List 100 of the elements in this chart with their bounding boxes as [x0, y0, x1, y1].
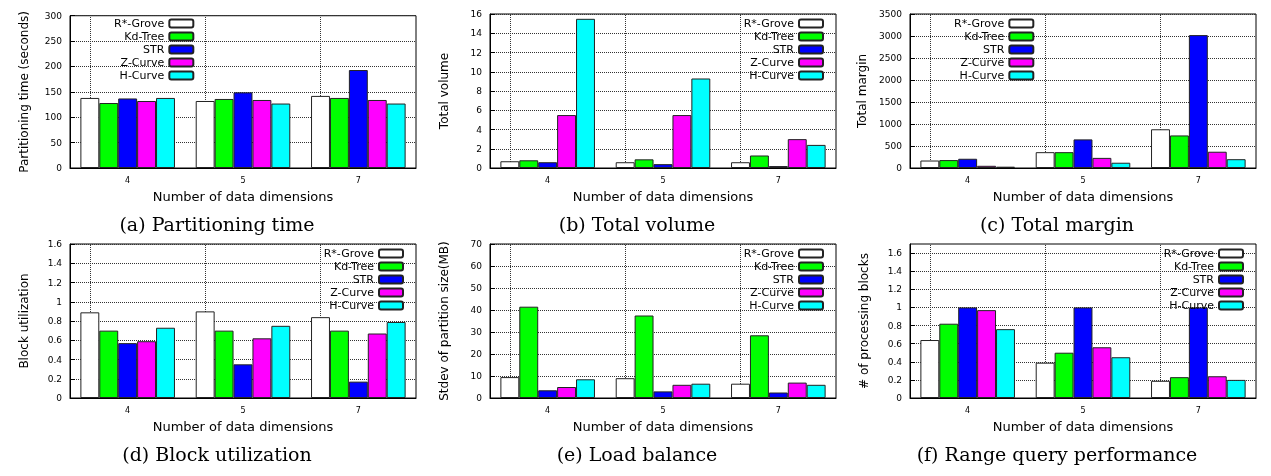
legend-label: STR: [352, 273, 375, 286]
y-tick-label: 0.4: [47, 354, 63, 365]
legend-label: Z-Curve: [1170, 286, 1215, 299]
y-tick-label: 0.2: [887, 374, 902, 385]
legend-label: Kd-Tree: [124, 30, 165, 43]
y-tick-label: 16: [470, 9, 483, 19]
legend-label: STR: [142, 43, 165, 56]
text: (f) Range query performance: [916, 442, 1198, 465]
y-tick-label: 0: [56, 163, 63, 173]
y-tick-label: 0: [56, 393, 63, 403]
y-tick-label: 3000: [879, 31, 903, 41]
y-tick-label: 1500: [879, 97, 903, 107]
y-tick-label: 50: [50, 137, 63, 148]
x-tick-label: 5: [240, 405, 246, 415]
y-tick-label: 250: [44, 36, 63, 47]
y-tick-label: 500: [884, 141, 903, 151]
legend-label: Kd-Tree: [753, 260, 795, 273]
y-tick-label: 0: [476, 163, 483, 173]
legend-label: STR: [1192, 273, 1215, 286]
y-tick-label: 50: [470, 283, 483, 293]
legend-label: R*-Grove: [323, 247, 375, 260]
y-tick-label: 10: [470, 66, 483, 77]
y-tick-label: 4: [476, 124, 483, 135]
x-tick-label: 5: [660, 405, 666, 415]
y-tick-label: 2000: [879, 75, 903, 85]
y-tick-label: 1.6: [47, 239, 63, 249]
x-tick-label: 7: [1195, 405, 1201, 415]
y-axis-title: # of processing blocks: [857, 253, 871, 389]
y-axis-title: Stdev of partition size(MB): [437, 241, 451, 401]
x-axis-title: Number of data dimensions: [992, 189, 1174, 204]
x-tick-label: 5: [1080, 175, 1086, 185]
y-tick-label: 1: [896, 302, 902, 313]
y-tick-label: 8: [476, 86, 483, 96]
text: (b) Total volume: [558, 212, 716, 235]
legend-label: R*-Grove: [114, 17, 165, 30]
legend-label: H-Curve: [959, 69, 1005, 82]
y-tick-label: 0.4: [887, 356, 903, 367]
x-tick-label: 4: [965, 175, 971, 185]
x-tick-label: 7: [355, 175, 361, 185]
y-tick-label: 40: [470, 305, 483, 315]
x-tick-label: 5: [240, 175, 246, 185]
x-tick-label: 4: [545, 175, 551, 185]
x-tick-label: 4: [125, 405, 131, 415]
x-tick-label: 4: [125, 175, 131, 185]
x-tick-label: 4: [545, 405, 551, 415]
legend-label: Z-Curve: [750, 56, 795, 69]
y-tick-label: 1.2: [887, 284, 902, 295]
legend-label: STR: [772, 43, 795, 56]
y-tick-label: 1000: [879, 119, 903, 129]
x-tick-label: 7: [1195, 175, 1201, 185]
y-axis-title: Total volume: [437, 52, 451, 131]
legend-label: Kd-Tree: [1173, 260, 1215, 273]
legend-label: H-Curve: [119, 69, 165, 82]
legend-label: R*-Grove: [743, 247, 795, 260]
y-tick-label: 0.6: [887, 338, 903, 349]
legend-label: Z-Curve: [960, 56, 1005, 69]
legend-label: Z-Curve: [330, 286, 375, 299]
y-tick-label: 0.6: [47, 335, 63, 346]
y-tick-label: 30: [470, 327, 483, 337]
legend-label: R*-Grove: [954, 17, 1005, 30]
y-axis-title: Total margin: [855, 53, 870, 130]
y-tick-label: 1.2: [47, 277, 62, 288]
x-tick-label: 7: [355, 405, 361, 415]
legend-label: Z-Curve: [120, 56, 165, 69]
x-axis-title: Number of data dimensions: [572, 189, 754, 204]
x-tick-label: 5: [1080, 405, 1086, 415]
y-tick-label: 0: [896, 163, 903, 173]
y-tick-label: 1.4: [887, 266, 903, 277]
legend-label: H-Curve: [749, 69, 795, 82]
y-tick-label: 150: [44, 86, 63, 97]
x-axis-title: Number of data dimensions: [152, 419, 334, 434]
y-axis-title: Partitioning time (seconds): [17, 11, 31, 173]
y-tick-label: 1: [56, 296, 62, 307]
y-tick-label: 300: [44, 10, 63, 21]
x-tick-label: 4: [965, 405, 971, 415]
y-axis-title: Block utilization: [17, 273, 31, 369]
y-tick-label: 12: [470, 47, 482, 58]
text: (d) Block utilization: [122, 442, 312, 465]
y-tick-label: 0.2: [47, 373, 62, 384]
y-tick-label: 0.8: [887, 320, 903, 331]
x-tick-label: 7: [775, 405, 781, 415]
legend-label: R*-Grove: [743, 17, 795, 30]
y-tick-label: 6: [476, 105, 483, 116]
y-tick-label: 0: [476, 393, 483, 403]
text: (a) Partitioning time: [119, 212, 315, 235]
legend-label: Z-Curve: [750, 286, 795, 299]
y-tick-label: 0.8: [47, 316, 63, 326]
legend-label: H-Curve: [749, 299, 795, 312]
y-tick-label: 2500: [879, 53, 903, 63]
x-tick-label: 5: [660, 175, 666, 185]
x-axis-title: Number of data dimensions: [992, 419, 1174, 434]
legend-label: Kd-Tree: [964, 30, 1005, 43]
y-tick-label: 1.4: [47, 258, 63, 269]
y-tick-label: 0: [896, 393, 903, 403]
y-tick-label: 200: [44, 61, 63, 72]
text: (e) Load balance: [556, 442, 718, 465]
x-tick-label: 7: [775, 175, 781, 185]
y-tick-label: 20: [470, 349, 483, 359]
legend-label: Kd-Tree: [333, 260, 375, 273]
y-tick-label: 70: [470, 239, 483, 249]
